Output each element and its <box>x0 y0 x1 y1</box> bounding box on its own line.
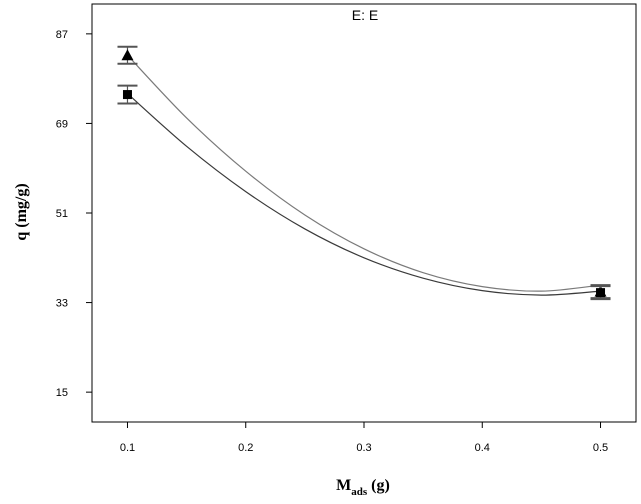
y-tick-label: 15 <box>56 387 68 399</box>
square-marker <box>596 288 606 298</box>
triangle-marker <box>121 49 134 61</box>
series-2-curve <box>127 93 601 296</box>
x-tick-label: 0.4 <box>475 442 490 454</box>
series-layer <box>117 45 611 301</box>
y-tick-label: 69 <box>56 118 68 130</box>
y-axis-title: q (mg/g) <box>13 183 30 240</box>
y-tick-label: 87 <box>56 29 68 41</box>
x-tick-label: 0.2 <box>238 442 253 454</box>
x-tick-label: 0.1 <box>120 442 135 454</box>
x-axis: 0.1 0.2 0.3 0.4 0.5 <box>120 422 608 454</box>
square-marker <box>122 90 132 100</box>
x-tick-label: 0.5 <box>593 442 608 454</box>
x-axis-title: Mads (g) <box>336 477 390 498</box>
plot-frame <box>91 3 637 423</box>
x-axis-title-unit: (g) <box>371 477 390 494</box>
chart-title: E: E <box>352 7 378 23</box>
y-tick-label: 33 <box>56 298 68 310</box>
x-axis-title-main: M <box>336 477 351 494</box>
series-1-curve <box>127 54 601 292</box>
y-tick-label: 51 <box>56 208 68 220</box>
x-axis-title-subscript: ads <box>351 486 368 498</box>
x-tick-label: 0.3 <box>356 442 371 454</box>
y-axis: 15 33 51 69 87 <box>56 29 92 399</box>
